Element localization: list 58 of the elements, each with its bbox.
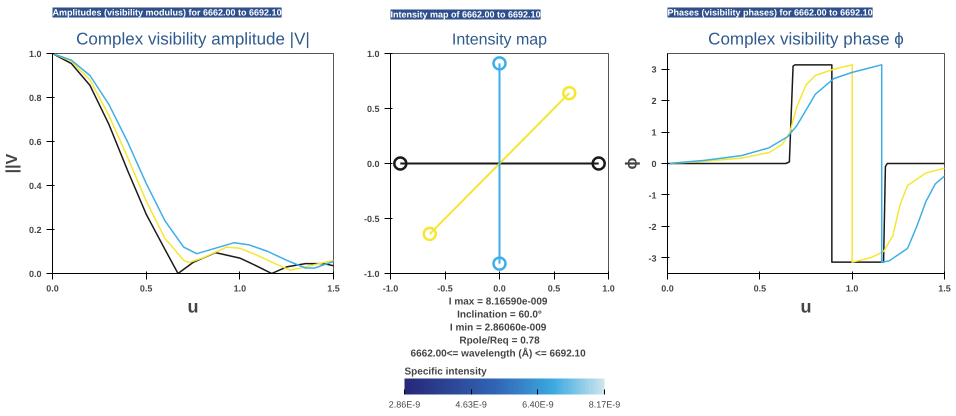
- y-tick-label: 1.0: [28, 49, 42, 59]
- x-tick-label: 0.0: [46, 284, 59, 294]
- x-tick-label: 1.5: [938, 284, 951, 294]
- x-tick-label: 0.5: [140, 284, 152, 294]
- y-tick-label: 0.0: [28, 269, 42, 279]
- y-tick-label: 0.5: [366, 104, 380, 114]
- y-tick-label: 1: [651, 128, 657, 138]
- line-series: [668, 64, 944, 263]
- x-tick-label: 1.0: [846, 284, 858, 294]
- text: I max = 8.16590e-009: [448, 296, 548, 308]
- point: [422, 226, 437, 242]
- x-tick-label: 0.0: [493, 284, 506, 294]
- text: Inclination = 60.0°: [457, 310, 542, 320]
- x-axis-title: u: [188, 296, 198, 316]
- y-tick-label: 0.4: [28, 181, 42, 191]
- color-bar-label: 6.40E-9: [522, 400, 554, 410]
- x-tick-label: 1.5: [327, 284, 340, 294]
- chart-title: Complex visibility amplitude |V|: [76, 30, 310, 48]
- chart-subtitle: Intensity map of 6662.00 to 6692.10: [390, 10, 541, 20]
- y-tick-label: 0: [651, 159, 657, 169]
- color-bar-label: 2.86E-9: [388, 400, 420, 410]
- y-tick-label: 0.2: [28, 225, 42, 235]
- x-tick-label: -0.5: [437, 284, 453, 294]
- chart-title: Complex visibility phase ϕ: [708, 30, 904, 48]
- x-tick-label: 1.0: [602, 284, 615, 294]
- y-tick-label: -1.0: [364, 269, 380, 279]
- chart-title: Intensity map: [452, 32, 548, 48]
- color-bar-label: 8.17E-9: [588, 400, 620, 410]
- y-tick-label: 0.6: [28, 137, 42, 147]
- point: [393, 156, 408, 171]
- text: 6662.00<= wavelength (Å) <= 6692.10: [410, 348, 586, 360]
- x-tick-label: 0.5: [754, 284, 766, 294]
- y-tick-label: 0.8: [28, 93, 42, 103]
- chart-subtitle: Phases (visibility phases) for 6662.00 to 6692.10: [668, 8, 873, 18]
- x-axis-title: u: [800, 296, 812, 316]
- x-tick-label: 0.5: [548, 284, 560, 294]
- x-tick-label: 0.0: [661, 284, 674, 294]
- y-axis-title: ϕ: [624, 157, 640, 170]
- x-tick-label: 1.0: [234, 284, 246, 294]
- y-tick-label: -0.5: [364, 214, 380, 224]
- point: [492, 56, 507, 71]
- y-tick-label: -1: [648, 190, 657, 200]
- y-tick-label: -3: [648, 253, 657, 264]
- point: [562, 86, 577, 100]
- text: Rpole/Req = 0.78: [459, 336, 540, 346]
- y-tick-label: 0.0: [366, 159, 380, 169]
- y-tick-label: 3: [651, 64, 657, 75]
- x-tick-label: -1.0: [382, 284, 398, 294]
- y-tick-label: 1.0: [366, 49, 380, 59]
- point: [492, 256, 507, 271]
- color-bar-label: 4.63E-9: [455, 400, 487, 410]
- color-bar-title: Specific intensity: [404, 366, 488, 378]
- point: [591, 156, 606, 171]
- y-tick-label: 2: [651, 96, 657, 106]
- y-tick-label: -2: [648, 222, 657, 232]
- text: I min = 2.86060e-009: [450, 322, 547, 334]
- chart-subtitle: Amplitudes (visibility modulus) for 6662.00 to 6692.10: [52, 8, 282, 18]
- y-axis-title: ||V: [4, 153, 21, 174]
